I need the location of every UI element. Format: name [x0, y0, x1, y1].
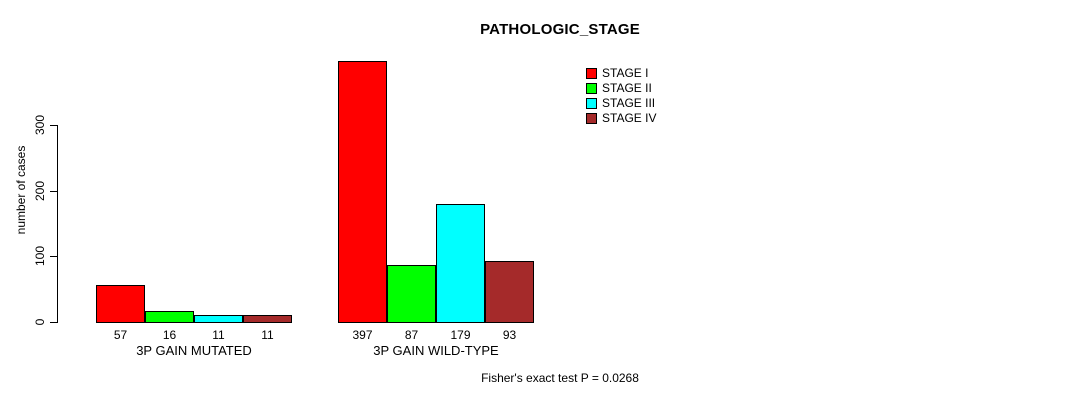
bar-value-label: 87 — [404, 328, 419, 342]
legend-swatch — [586, 83, 597, 94]
bar-value-label: 16 — [162, 328, 177, 342]
bar-stage-ii — [387, 265, 436, 323]
annotation-text: Fisher's exact test P = 0.0268 — [481, 371, 639, 385]
y-tick-label: 300 — [33, 114, 47, 136]
legend-label: STAGE IV — [602, 111, 657, 125]
y-tick-mark — [50, 191, 57, 192]
bar-value-label: 11 — [212, 328, 225, 342]
bar-value-label: 179 — [450, 328, 471, 342]
bar-value-label: 397 — [352, 328, 373, 342]
legend: STAGE I STAGE II STAGE III STAGE IV — [586, 66, 656, 126]
legend-label: STAGE I — [602, 66, 649, 80]
y-tick-mark — [50, 322, 57, 323]
bar-value-label: 11 — [261, 328, 274, 342]
bar-stage-i — [338, 61, 387, 323]
bar-stage-iv — [243, 315, 292, 323]
bar-stage-iii — [194, 315, 243, 323]
category-label-3p-gain-wild-type: 3P GAIN WILD-TYPE — [373, 343, 499, 358]
legend-item-stage-iv: STAGE IV — [586, 111, 656, 126]
bar-value-label: 93 — [502, 328, 517, 342]
bar-stage-i — [96, 285, 145, 323]
chart-title: PATHOLOGIC_STAGE — [480, 21, 640, 38]
y-tick-mark — [50, 256, 57, 257]
y-tick-mark — [50, 125, 57, 126]
legend-label: STAGE II — [602, 81, 652, 95]
bar-stage-iv — [485, 261, 534, 323]
y-axis-label: number of cases — [14, 145, 28, 235]
y-tick-label: 0 — [33, 318, 47, 326]
legend-swatch — [586, 68, 597, 79]
legend-item-stage-iii: STAGE III — [586, 96, 656, 111]
y-tick-label: 200 — [33, 180, 47, 201]
legend-item-stage-i: STAGE I — [586, 66, 656, 81]
legend-swatch — [586, 98, 597, 109]
bar-stage-ii — [145, 311, 194, 323]
legend-swatch — [586, 113, 597, 124]
legend-item-stage-ii: STAGE II — [586, 81, 656, 96]
y-axis-line — [57, 125, 58, 323]
category-label-3p-gain-mutated: 3P GAIN MUTATED — [136, 343, 252, 358]
bar-value-label: 57 — [113, 328, 128, 342]
legend-label: STAGE III — [602, 96, 656, 110]
bar-stage-iii — [436, 204, 485, 323]
y-tick-label: 100 — [33, 246, 47, 267]
